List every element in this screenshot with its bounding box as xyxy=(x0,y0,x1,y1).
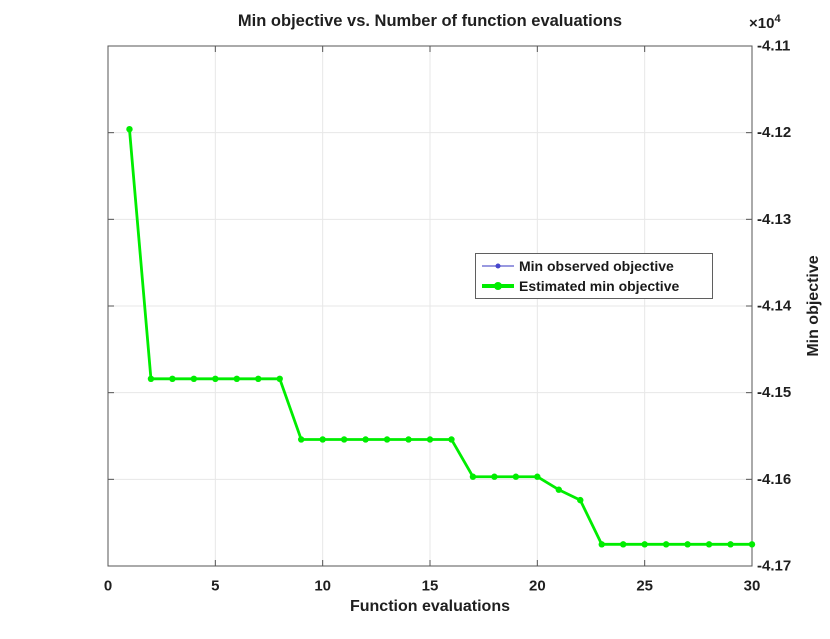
series-line-0 xyxy=(128,129,752,545)
data-point-marker-1 xyxy=(555,486,562,493)
data-point-marker-1 xyxy=(748,541,756,548)
data-point-marker-1 xyxy=(705,541,713,548)
estimated-marker-swatch xyxy=(494,282,502,290)
x-tick-label: 10 xyxy=(314,578,331,595)
data-point-marker-1 xyxy=(491,473,498,480)
data-point-marker-1 xyxy=(405,436,412,443)
data-point-marker-1 xyxy=(147,375,155,382)
y-tick-label: -4.16 xyxy=(757,471,791,488)
data-point-marker-1 xyxy=(641,541,648,548)
y-tick-label: -4.14 xyxy=(757,298,792,315)
legend: Min observed objective Estimated min obj… xyxy=(475,253,713,299)
data-point-marker-1 xyxy=(190,375,198,382)
data-point-marker-1 xyxy=(383,436,391,443)
data-point-marker-1 xyxy=(212,375,219,382)
data-point-marker-1 xyxy=(340,436,348,443)
legend-entry-observed: Min observed objective xyxy=(482,256,706,276)
data-point-marker-1 xyxy=(276,375,283,382)
observed-marker-swatch xyxy=(495,263,501,269)
exponent-power: 4 xyxy=(774,13,781,25)
chart-title: Min objective vs. Number of function eva… xyxy=(237,12,623,30)
x-axis-label: Function evaluations xyxy=(349,598,510,615)
data-point-marker-1 xyxy=(598,541,605,548)
data-point-marker-1 xyxy=(233,375,240,382)
legend-entry-estimated: Estimated min objective xyxy=(482,276,706,296)
exponent-base: ×10 xyxy=(749,15,775,32)
data-point-marker-1 xyxy=(512,473,520,480)
x-tick-label: 5 xyxy=(211,578,219,595)
data-point-marker-1 xyxy=(727,541,734,548)
data-point-marker-1 xyxy=(448,436,455,443)
y-tick-label: -4.15 xyxy=(757,384,791,401)
x-tick-label: 20 xyxy=(529,578,546,595)
y-axis-exponent: ×104 xyxy=(749,13,781,32)
y-axis-label: Min objective xyxy=(805,255,822,357)
x-tick-label: 0 xyxy=(104,578,112,595)
data-point-marker-1 xyxy=(426,436,434,443)
legend-sample-estimated-line-icon xyxy=(482,281,514,291)
x-tick-label: 15 xyxy=(422,578,439,595)
data-point-marker-1 xyxy=(662,541,670,548)
series-line-1 xyxy=(128,129,752,546)
y-tick-label: -4.12 xyxy=(757,124,791,141)
data-point-marker-1 xyxy=(255,375,262,382)
data-point-marker-1 xyxy=(126,126,133,133)
y-tick-label: -4.11 xyxy=(757,38,790,55)
legend-label-observed: Min observed objective xyxy=(519,258,674,274)
data-point-marker-1 xyxy=(362,436,369,443)
data-point-marker-1 xyxy=(577,496,584,504)
data-point-marker-1 xyxy=(684,541,691,548)
y-tick-label: -4.17 xyxy=(757,558,791,575)
data-point-marker-1 xyxy=(298,436,305,443)
data-point-marker-1 xyxy=(319,436,326,443)
y-tick-label: -4.13 xyxy=(757,211,791,228)
data-point-marker-1 xyxy=(620,541,627,548)
data-point-marker-1 xyxy=(534,473,541,480)
legend-sample-observed-line-icon xyxy=(482,261,514,271)
x-tick-label: 25 xyxy=(636,578,653,595)
legend-label-estimated: Estimated min objective xyxy=(519,278,680,294)
x-tick-label: 30 xyxy=(744,578,761,595)
data-point-marker-1 xyxy=(169,375,176,382)
data-point-marker-1 xyxy=(469,473,477,480)
